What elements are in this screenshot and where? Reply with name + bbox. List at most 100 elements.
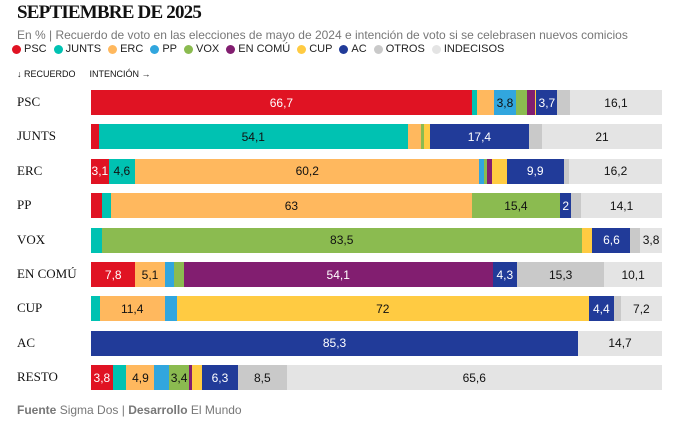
row-label: PSC xyxy=(17,94,41,109)
bar-segment-cup: 72 xyxy=(176,296,589,322)
bar-segment-pp: 3,8 xyxy=(494,90,516,115)
stacked-bar: 85,3 14,7 xyxy=(91,330,662,356)
bar-segment-vox xyxy=(420,124,424,150)
legend-item: CUP xyxy=(297,43,332,55)
stacked-bar: 7,8 5,1 54,1 4,3 15,3 10,1 xyxy=(91,262,662,287)
bar-segment-otros xyxy=(571,193,582,219)
bar-segment-erc: 11,4 xyxy=(99,296,165,322)
bar-segment-vox xyxy=(174,262,184,287)
bar-segment-ac: 6,3 xyxy=(201,365,238,391)
data-label: 3,7 xyxy=(538,95,556,110)
data-label: 6,3 xyxy=(211,370,229,385)
legend-item: JUNTS xyxy=(53,43,102,55)
legend-label: INDECISOS xyxy=(443,43,505,55)
stacked-bar: 63 15,4 2 14,1 xyxy=(91,193,662,219)
recuerdo-hint: ↓ RECUERDO xyxy=(17,69,76,79)
data-label: 60,2 xyxy=(295,164,319,179)
bar-segment-indecisos: 14,1 xyxy=(581,193,662,219)
footer: Fuente Sigma Dos | Desarrollo El Mundo xyxy=(17,403,242,417)
data-label: 15,3 xyxy=(549,267,573,282)
legend-label: JUNTS xyxy=(65,43,102,55)
stacked-bar: 54,1 17,4 21 xyxy=(91,124,662,150)
data-label: 4,6 xyxy=(113,164,131,179)
legend-label: AC xyxy=(351,43,367,55)
legend-item: PP xyxy=(150,43,177,55)
legend-item: INDECISOS xyxy=(431,43,505,55)
stacked-bar: 11,4 72 4,4 7,2 xyxy=(91,296,662,322)
bar-segment-otros xyxy=(557,90,570,115)
bar-segment-otros xyxy=(529,124,543,150)
bar-segment-erc xyxy=(476,90,495,115)
legend-label: PSC xyxy=(24,43,47,55)
row-label: RESTO xyxy=(17,369,58,385)
bar-segment-psc xyxy=(91,124,99,150)
data-label: 54,1 xyxy=(241,129,265,144)
fuente: Sigma Dos xyxy=(59,403,119,417)
data-label: 65,6 xyxy=(462,370,486,385)
legend-dot-icon xyxy=(108,44,118,54)
footer-separator: | xyxy=(121,403,125,417)
legend-item: ERC xyxy=(108,43,143,55)
bar-segment-indecisos: 65,6 xyxy=(286,365,662,391)
legend-item: PSC xyxy=(12,43,47,55)
data-label: 11,4 xyxy=(120,301,144,316)
data-label: 3,1 xyxy=(91,164,109,179)
legend-item: EN COMÚ xyxy=(226,43,290,55)
bar-segment-junts: 54,1 xyxy=(98,124,408,150)
data-label: 6,6 xyxy=(603,233,620,248)
bar-segment-indecisos: 14,7 xyxy=(578,330,662,356)
bar-segment-erc: 4,9 xyxy=(126,365,155,391)
legend-label: VOX xyxy=(196,43,220,55)
bar-segment-psc: 7,8 xyxy=(91,262,136,287)
legend-label: EN COMÚ xyxy=(238,43,291,55)
data-label: 83,5 xyxy=(330,233,354,248)
data-label: 17,4 xyxy=(467,129,492,144)
row-label: JUNTS xyxy=(17,128,57,144)
data-label: 63 xyxy=(284,198,299,213)
desarrollo: El Mundo xyxy=(190,403,242,417)
legend-dot-icon xyxy=(184,44,193,54)
bar-segment-vox: 83,5 xyxy=(101,227,582,253)
bar-segment-ac: 4,3 xyxy=(492,262,518,287)
data-label: 14,7 xyxy=(608,336,632,351)
bar-segment-en-comú xyxy=(527,90,535,115)
stacked-bar: 3,1 4,6 60,2 9,9 16,2 xyxy=(91,158,662,184)
bar-segment-cup xyxy=(534,90,537,115)
chart-subtitle: En % | Recuerdo de voto en las eleccione… xyxy=(17,28,628,42)
legend-label: PP xyxy=(162,43,177,55)
data-label: 9,9 xyxy=(526,164,544,179)
bar-segment-ac: 9,9 xyxy=(506,158,564,184)
bar-segment-psc: 3,1 xyxy=(91,158,109,184)
bar-segment-vox: 3,4 xyxy=(169,365,189,391)
bar-segment-junts xyxy=(91,296,100,322)
stacked-bar: 66,7 3,8 3,7 16,1 xyxy=(91,90,662,115)
data-label: 14,1 xyxy=(609,198,634,213)
bar-segment-indecisos: 16,2 xyxy=(569,158,662,184)
bar-segment-cup xyxy=(192,365,202,391)
bar-segment-en-comú xyxy=(423,124,425,150)
legend-label: CUP xyxy=(309,43,333,55)
legend-label: OTROS xyxy=(385,43,425,55)
chart-title: SEPTIEMBRE DE 2025 xyxy=(17,2,202,23)
bar-segment-otros: 8,5 xyxy=(237,365,287,391)
bar-segment-ac: 17,4 xyxy=(429,124,530,150)
row-label: PP xyxy=(17,197,32,213)
bar-segment-cup xyxy=(492,158,507,184)
bar-segment-erc: 63 xyxy=(111,193,472,219)
data-label: 4,9 xyxy=(132,370,149,385)
bar-segment-junts xyxy=(112,365,127,391)
bar-segment-psc: 66,7 xyxy=(91,90,472,115)
bar-segment-otros xyxy=(630,227,641,253)
bar-segment-psc: 3,8 xyxy=(91,365,113,391)
bar-segment-indecisos: 10,1 xyxy=(604,262,662,287)
legend-dot-icon xyxy=(226,44,236,54)
bar-segment-indecisos: 16,1 xyxy=(569,90,662,115)
desarrollo-label: Desarrollo xyxy=(128,403,188,417)
bar-segment-otros: 15,3 xyxy=(517,262,605,287)
bar-segment-ac: 4,4 xyxy=(588,296,614,322)
bar-segment-cup xyxy=(581,227,593,253)
bar-segment-ac: 85,3 xyxy=(91,330,579,356)
bar-segment-junts: 4,6 xyxy=(108,158,136,184)
bar-segment-en-comú xyxy=(487,158,493,184)
bar-segment-indecisos: 7,2 xyxy=(620,296,662,322)
